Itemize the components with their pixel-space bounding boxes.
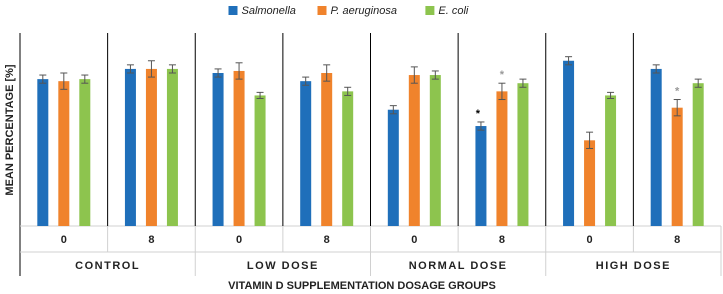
legend-swatch [425,6,435,15]
error-bar [389,105,397,115]
bar [671,107,683,226]
bar [563,60,575,227]
bar [321,73,333,226]
error-bar [431,70,439,80]
bar [79,79,91,227]
bar [496,91,508,226]
x-axis-title: VITAMIN D SUPPLEMENTATION DOSAGE GROUPS [228,280,496,292]
group-label: CONTROL [75,260,140,272]
bar [408,75,420,226]
error-bar [673,99,681,117]
bar [692,83,704,226]
group-label: HIGH DOSE [596,260,671,272]
error-bar [607,91,615,99]
bar [233,70,245,227]
bar [475,126,487,226]
error-bar [168,64,176,74]
bar [342,91,354,226]
x-tick-label: 8 [499,234,505,246]
error-bar [344,86,352,96]
legend-swatch [228,6,238,15]
bar [145,68,157,226]
error-bar [302,76,310,86]
error-bar [214,68,222,78]
bar [254,95,266,226]
error-bar [498,82,506,101]
error-bar [652,64,660,74]
error-bar [256,91,264,99]
bar [58,81,70,226]
error-bar [410,66,418,84]
bar [166,68,178,226]
bar [387,109,399,226]
x-tick-label: 0 [411,234,417,246]
legend-label: P. aeruginosa [331,5,397,17]
group-label: NORMAL DOSE [409,260,508,272]
x-tick-label: 8 [148,234,154,246]
error-bar [477,121,485,131]
error-bar [235,62,243,80]
legend-label: E. coli [438,5,469,17]
bar [212,73,224,226]
bar [605,95,617,226]
legend: Salmonella P. aeruginosa E. coli [228,5,469,17]
bar [124,68,136,226]
x-tick-label: 0 [61,234,67,246]
error-bar [694,78,702,88]
bar [650,68,662,226]
error-bar [147,60,155,78]
error-bar [565,56,573,66]
legend-label: Salmonella [242,5,296,17]
error-bar [519,78,527,88]
x-tick-label: 0 [587,234,593,246]
x-tick-label: 0 [236,234,242,246]
bar [37,79,49,227]
y-axis-title: MEAN PERCENTAGE [%] [4,64,16,196]
error-bar [323,64,331,82]
bar [300,81,312,226]
significance-marker: * [500,69,505,81]
significance-marker: * [675,85,680,97]
error-bar [126,64,134,74]
error-bar [81,74,89,84]
bar [584,140,596,226]
bar [429,75,441,226]
x-tick-label: 8 [324,234,330,246]
legend-swatch [317,6,327,15]
bar [517,83,529,226]
significance-marker: * [476,108,481,120]
error-bar [586,131,594,149]
x-tick-label: 8 [674,234,680,246]
error-bar [39,74,47,84]
group-label: LOW DOSE [247,260,319,272]
error-bar [60,72,68,90]
